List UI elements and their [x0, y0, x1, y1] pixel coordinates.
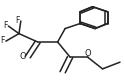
Text: F: F — [3, 21, 7, 30]
Text: F: F — [16, 16, 20, 25]
Text: F: F — [0, 36, 5, 45]
Text: O: O — [19, 52, 26, 61]
Text: O: O — [84, 49, 91, 58]
